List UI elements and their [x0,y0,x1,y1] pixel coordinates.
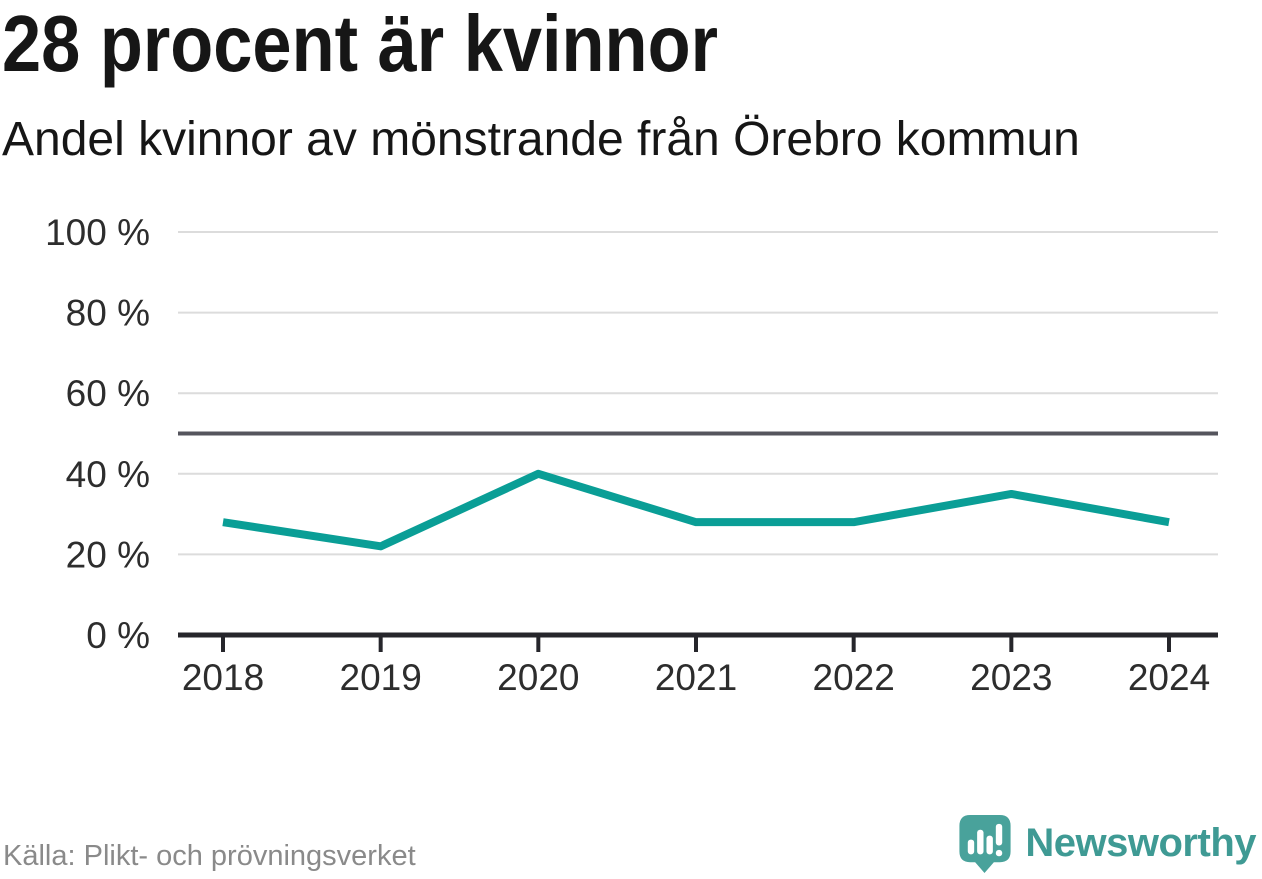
y-axis-label: 100 % [45,212,150,253]
y-axis-label: 20 % [66,534,150,575]
x-axis-label: 2020 [497,657,579,698]
newsworthy-wordmark: Newsworthy [1025,821,1256,865]
x-axis-label: 2023 [970,657,1052,698]
source-note: Källa: Plikt- och prövningsverket [3,840,416,872]
chart-title: 28 procent är kvinnor [2,0,718,88]
logo-bars-and-exclamation [968,823,1003,857]
y-axis-label: 80 % [66,293,150,334]
y-axis-label: 40 % [66,454,150,495]
newsworthy-speech-bubble-bar-chart-icon [959,814,1011,874]
logo-bubble-shape [959,814,1011,874]
y-axis-label: 60 % [66,373,150,414]
x-axis-label: 2019 [340,657,422,698]
x-axis-label: 2024 [1128,657,1210,698]
x-axis-label: 2022 [813,657,895,698]
x-axis-label: 2021 [655,657,737,698]
chart-subtitle: Andel kvinnor av mönstrande från Örebro … [2,113,1080,166]
newsworthy-logo: Newsworthy [957,813,1256,874]
y-axis-label: 0 % [86,615,150,656]
line-chart: 2018 2019 2020 2021 2022 2023 2024 0 % 20 % 40 % 6… [45,212,1218,698]
data-line [222,469,1170,551]
x-axis-label: 2018 [182,657,264,698]
